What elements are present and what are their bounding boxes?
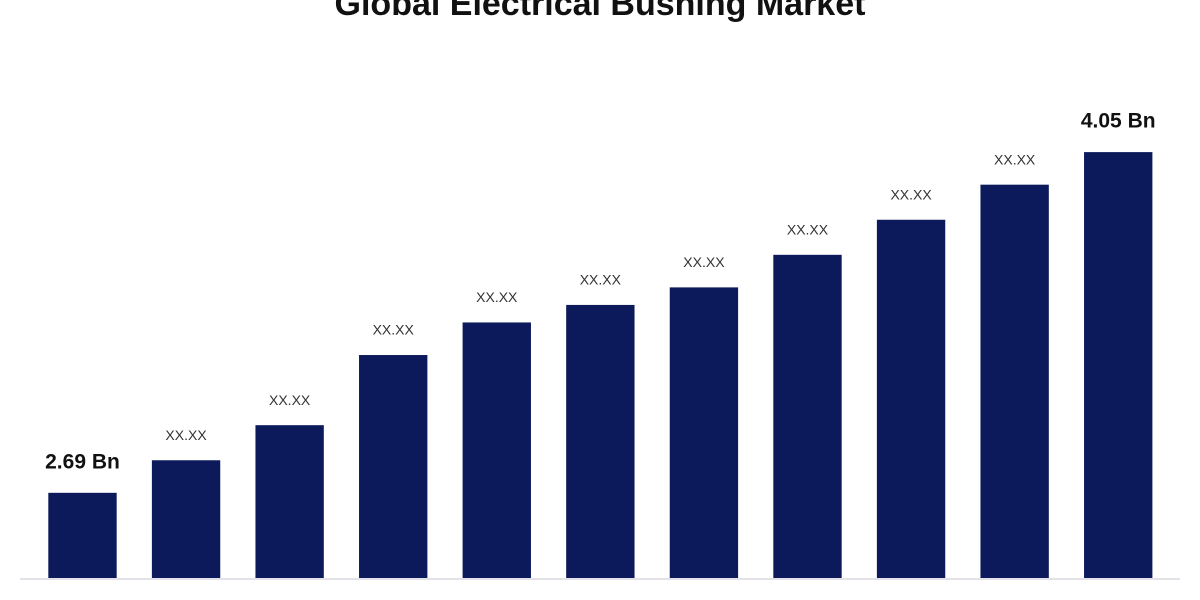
value-label: XX.XX <box>580 272 622 288</box>
value-label: XX.XX <box>683 254 725 270</box>
bar <box>462 322 531 578</box>
value-label: XX.XX <box>787 222 829 238</box>
bar <box>669 287 739 578</box>
value-label: XX.XX <box>994 151 1036 167</box>
value-label: XX.XX <box>269 392 311 408</box>
bar <box>566 304 635 578</box>
value-label: XX.XX <box>476 289 518 305</box>
bar <box>255 425 324 578</box>
bar <box>151 460 221 578</box>
bar <box>1084 152 1153 578</box>
value-label: XX.XX <box>890 186 932 202</box>
value-label: XX.XX <box>165 427 207 443</box>
value-label: 4.05 Bn <box>1081 110 1156 133</box>
bar <box>876 219 946 578</box>
bar <box>980 184 1049 578</box>
value-label: 2.69 Bn <box>45 450 120 473</box>
bar <box>359 355 428 578</box>
bar <box>773 254 842 579</box>
chart-title: Global Electrical Bushing Market <box>335 0 866 23</box>
bar <box>48 492 117 578</box>
value-label: XX.XX <box>373 322 415 338</box>
